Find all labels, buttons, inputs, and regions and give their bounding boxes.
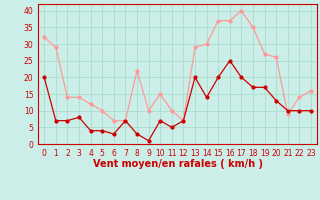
X-axis label: Vent moyen/en rafales ( km/h ): Vent moyen/en rafales ( km/h ) [92,159,263,169]
